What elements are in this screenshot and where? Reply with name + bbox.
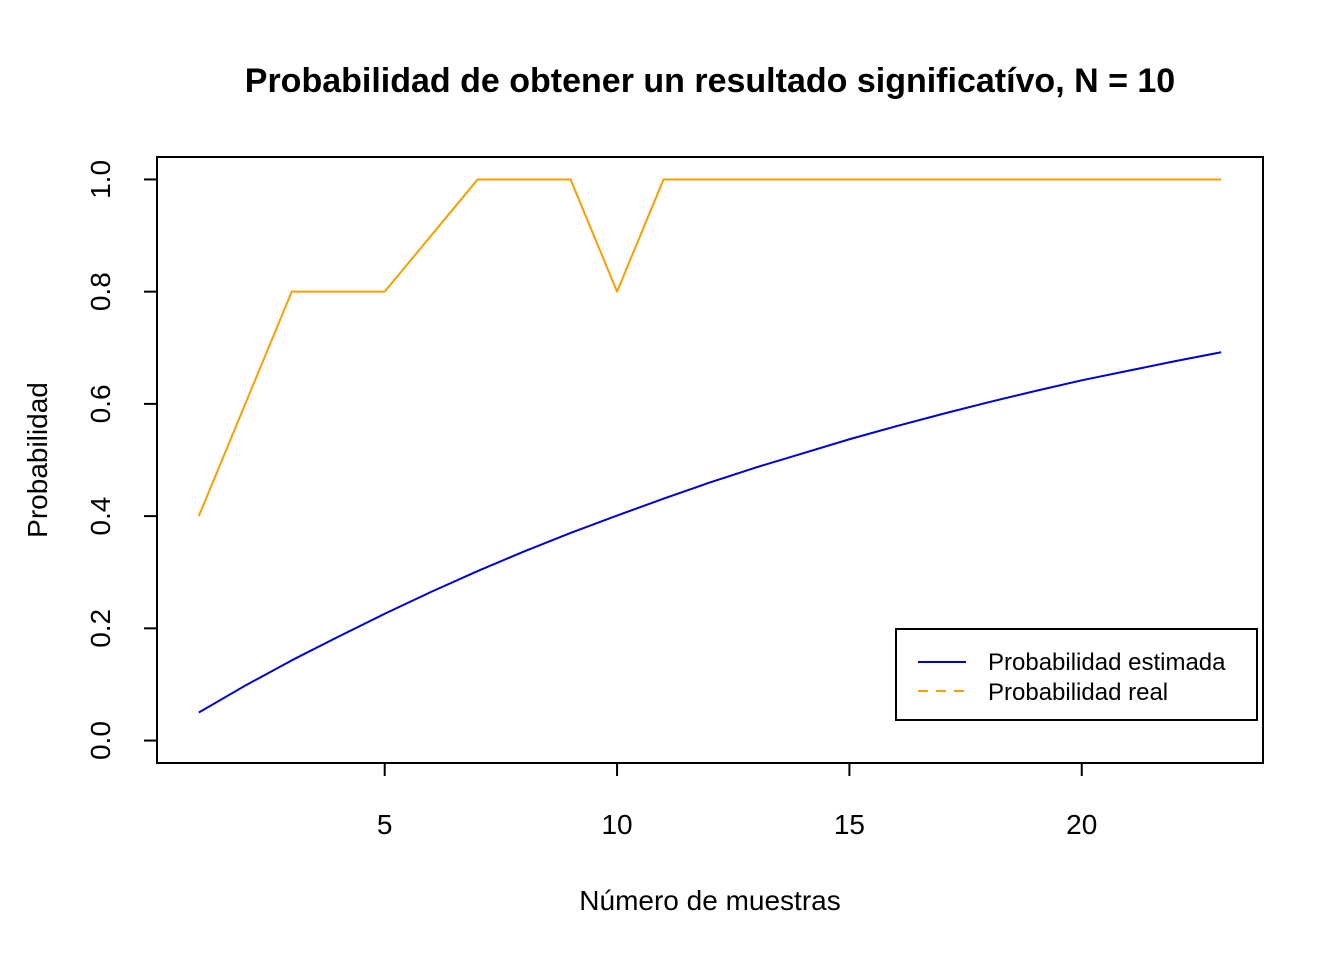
legend-box	[895, 628, 1258, 721]
x-tick-label: 15	[834, 809, 865, 840]
x-tick-label: 5	[377, 809, 393, 840]
y-tick-label: 1.0	[85, 160, 116, 199]
legend-label-estimada: Probabilidad estimada	[988, 649, 1226, 676]
x-axis: 5 10 15 20	[377, 762, 1097, 840]
y-axis-label: Probabilidad	[22, 382, 53, 538]
y-tick-label: 0.0	[85, 721, 116, 760]
x-tick-label: 10	[601, 809, 632, 840]
y-tick-label: 0.6	[85, 384, 116, 423]
y-tick-label: 0.8	[85, 272, 116, 311]
chart-title: Probabilidad de obtener un resultado sig…	[245, 62, 1175, 100]
series-line-estimada	[198, 351, 1222, 714]
y-tick-label: 0.4	[85, 497, 116, 536]
series-line-real	[197, 178, 1222, 517]
series-layer	[197, 178, 1222, 714]
x-axis-label: Número de muestras	[579, 885, 840, 916]
y-tick-label: 0.2	[85, 609, 116, 648]
legend-label-real: Probabilidad real	[988, 679, 1168, 706]
legend: Probabilidad estimada Probabilidad real	[895, 628, 1258, 721]
x-tick-label: 20	[1066, 809, 1097, 840]
y-axis: 0.0 0.2 0.4 0.6 0.8 1.0	[85, 160, 158, 760]
